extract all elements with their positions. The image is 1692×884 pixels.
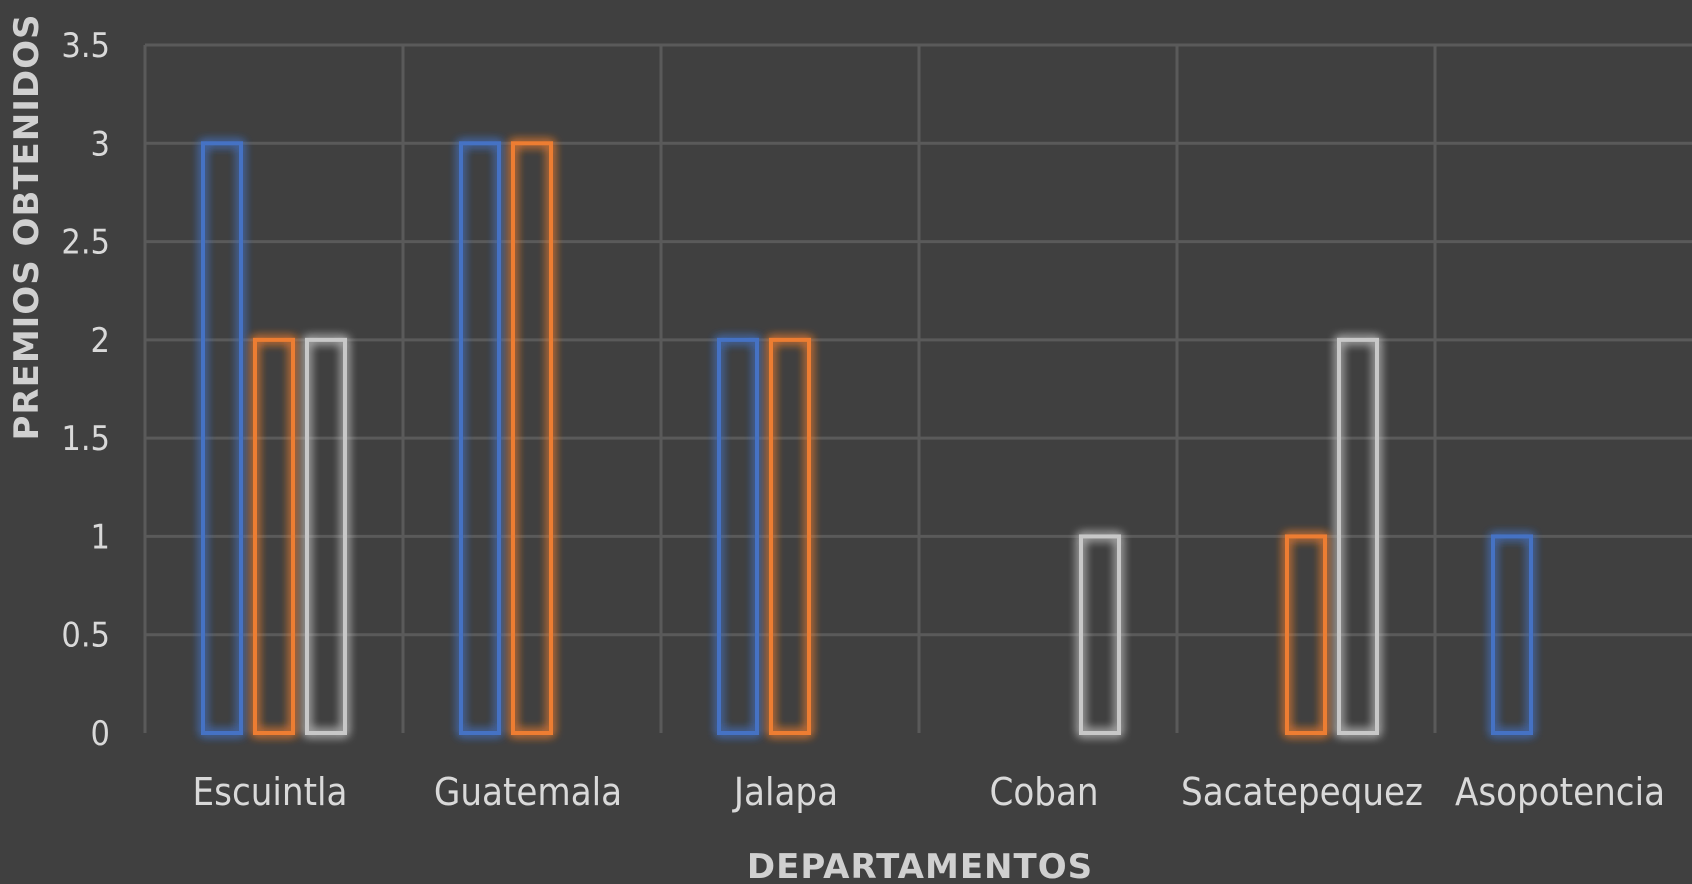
grid (143, 43, 1692, 733)
bar-escuintla-series-3 (305, 337, 347, 735)
y-axis-ticks: 0 0.5 1 1.5 2 2.5 3 3.5 (61, 26, 110, 754)
bar-guatemala-series-1 (459, 141, 501, 736)
x-tick-label: Sacatepequez (1181, 770, 1423, 814)
y-tick-label: 3.5 (61, 26, 110, 66)
bar-asopotencia-series-1 (1491, 534, 1533, 736)
y-tick-label: 1.5 (61, 419, 110, 459)
bar-sacatepequez-series-2 (1285, 534, 1327, 736)
y-tick-label: 2.5 (61, 223, 110, 263)
y-tick-label: 3 (91, 124, 110, 164)
y-tick-label: 2 (91, 321, 110, 361)
x-tick-label: Coban (989, 770, 1098, 814)
bar-escuintla-series-1 (201, 141, 243, 736)
bar-jalapa-series-1 (717, 337, 759, 735)
bar-guatemala-series-2 (511, 141, 553, 736)
x-tick-label: Escuintla (193, 770, 348, 814)
x-axis-ticks: Escuintla Guatemala Jalapa Coban Sacatepeque… (193, 770, 1665, 814)
bars (201, 141, 1533, 736)
x-axis-title: DEPARTAMENTOS (747, 847, 1093, 884)
x-tick-label: Jalapa (732, 770, 838, 814)
y-tick-label: 1 (91, 517, 110, 557)
y-tick-label: 0 (91, 714, 110, 754)
bar-sacatepequez-series-3 (1337, 337, 1379, 735)
bar-jalapa-series-2 (769, 337, 811, 735)
x-tick-label: Guatemala (434, 770, 622, 814)
bar-coban-series-3 (1079, 534, 1121, 736)
x-tick-label: Asopotencia (1455, 770, 1665, 814)
bar-escuintla-series-2 (253, 337, 295, 735)
y-axis-title: PREMIOS OBTENIDOS (7, 14, 47, 441)
y-tick-label: 0.5 (61, 616, 110, 656)
